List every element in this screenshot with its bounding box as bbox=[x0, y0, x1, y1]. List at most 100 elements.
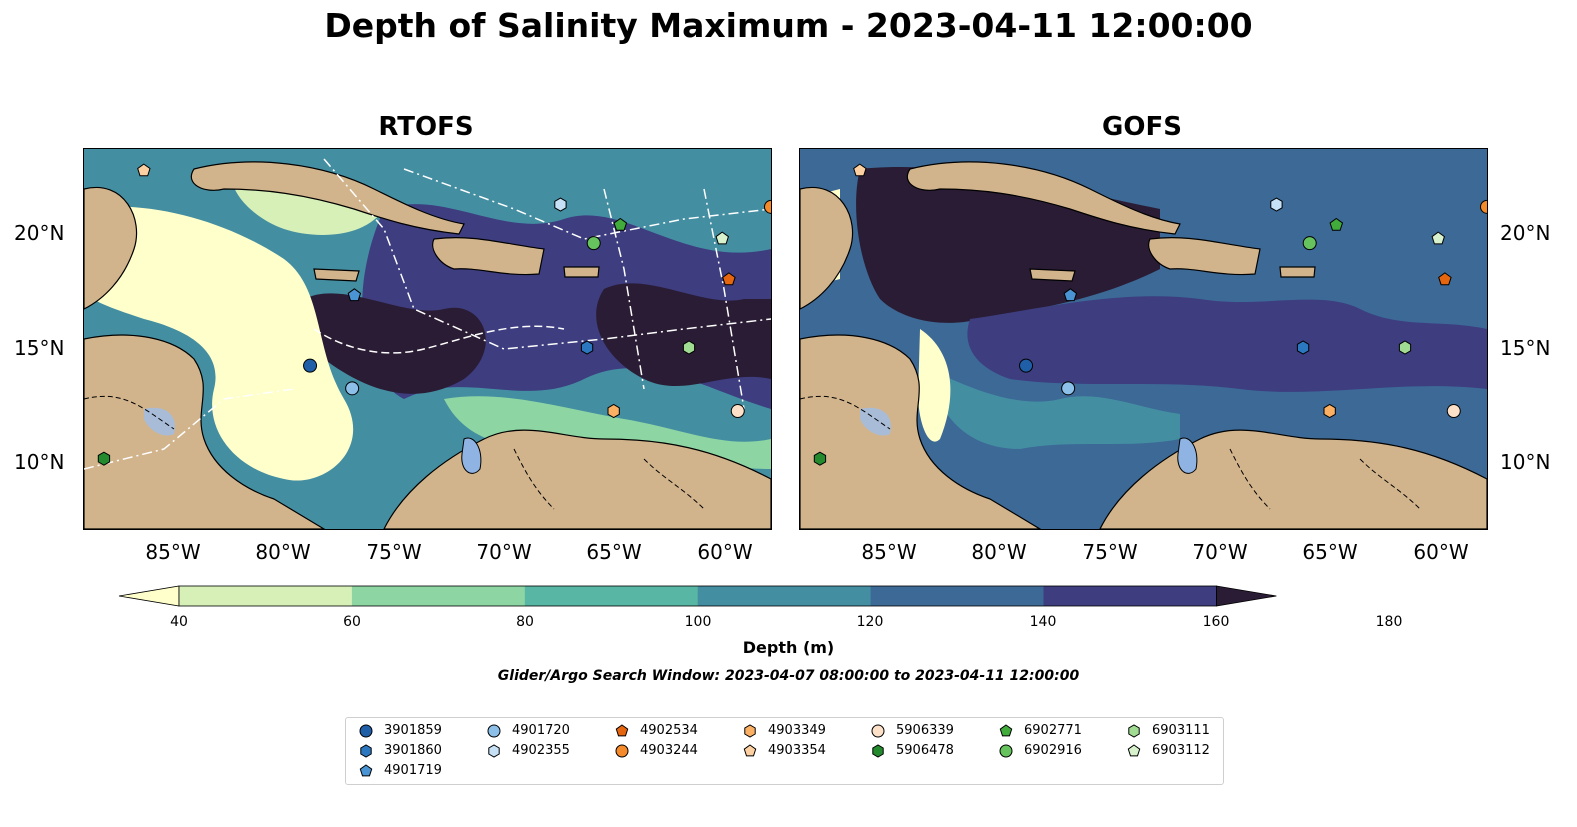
land-cuba bbox=[906, 161, 1181, 235]
float-marker-6903112 bbox=[715, 231, 729, 245]
float-marker-4902355 bbox=[1270, 197, 1283, 212]
track-line-6 bbox=[84, 388, 295, 470]
land-cuba bbox=[190, 161, 465, 235]
colorbar-segment bbox=[697, 586, 872, 606]
float-marker-4901720 bbox=[345, 381, 360, 396]
land-hispaniola bbox=[432, 237, 545, 276]
colorbar-tick-100: 100 bbox=[684, 614, 712, 630]
legend-marker-icon bbox=[615, 724, 629, 737]
lon-label-right-60w: 60°W bbox=[1413, 540, 1469, 564]
country-borders bbox=[800, 395, 1421, 510]
colorbar-tick-160: 160 bbox=[1202, 614, 1230, 630]
legend-marker-icon bbox=[487, 724, 501, 738]
search-window-note: Glider/Argo Search Window: 2023-04-07 08… bbox=[497, 668, 1080, 684]
legend-label: 6902771 bbox=[1024, 723, 1082, 738]
colorbar-tick-80: 80 bbox=[516, 614, 534, 630]
land-jamaica bbox=[313, 268, 360, 282]
country-borders bbox=[84, 395, 705, 510]
float-marker-4902355 bbox=[554, 197, 567, 212]
colorbar-segment bbox=[1043, 586, 1217, 606]
lon-label-left-65w: 65°W bbox=[586, 540, 642, 564]
colorbar-segment bbox=[524, 586, 699, 606]
float-marker-5906339 bbox=[1446, 404, 1461, 419]
float-marker-4903354 bbox=[853, 163, 867, 177]
legend-marker-icon bbox=[359, 764, 373, 777]
salinity-band-deepest bbox=[304, 293, 486, 394]
colorbar-frame bbox=[178, 585, 1217, 607]
salinity-band-shallow-nicaragua bbox=[918, 329, 951, 442]
land-central-america bbox=[800, 334, 1042, 529]
lake-maracaibo bbox=[1177, 437, 1198, 474]
colorbar-tick-120: 120 bbox=[856, 614, 884, 630]
legend-label: 4902534 bbox=[640, 723, 698, 738]
legend-label: 4902355 bbox=[512, 743, 570, 758]
lat-label-left-15n: 15°N bbox=[14, 336, 65, 360]
rtofs-float-markers bbox=[97, 163, 771, 466]
float-marker-4901719 bbox=[347, 288, 362, 302]
legend-marker-icon bbox=[1127, 744, 1141, 757]
lon-label-right-70w: 70°W bbox=[1192, 540, 1248, 564]
salinity-band-mid bbox=[930, 369, 1180, 449]
legend-marker-icon bbox=[359, 724, 373, 738]
legend-label: 4901719 bbox=[384, 763, 442, 778]
rtofs-map bbox=[83, 148, 772, 530]
float-marker-6902771 bbox=[1329, 217, 1344, 231]
lake-nicaragua bbox=[860, 407, 891, 436]
float-marker-3901860 bbox=[580, 340, 594, 355]
float-legend: 3901859 3901860 4901719 4901720 4902355 49025… bbox=[345, 717, 1224, 785]
float-marker-3901859 bbox=[1019, 358, 1034, 373]
gofs-float-markers bbox=[813, 163, 1487, 466]
land-yucatan bbox=[84, 186, 138, 310]
panel-title-gofs: GOFS bbox=[1102, 112, 1182, 142]
legend-marker-icon bbox=[615, 744, 629, 758]
legend-label: 6903112 bbox=[1152, 743, 1210, 758]
colorbar-segment bbox=[870, 586, 1044, 606]
float-marker-4901719 bbox=[1063, 288, 1078, 302]
legend-marker-icon bbox=[999, 744, 1013, 758]
lat-label-right-10n: 10°N bbox=[1500, 450, 1551, 474]
salinity-band-shallow bbox=[84, 206, 354, 481]
float-marker-4903244 bbox=[764, 199, 771, 214]
legend-label: 5906478 bbox=[896, 743, 954, 758]
land-yucatan bbox=[800, 186, 854, 310]
track-line-5 bbox=[703, 188, 745, 410]
land-hispaniola bbox=[1148, 237, 1261, 276]
float-marker-6903111 bbox=[1398, 340, 1412, 355]
lon-label-left-85w: 85°W bbox=[145, 540, 201, 564]
colorbar-extend-min bbox=[118, 585, 180, 607]
lon-label-right-80w: 80°W bbox=[971, 540, 1027, 564]
track-line-4 bbox=[603, 188, 645, 390]
colorbar-tick-60: 60 bbox=[343, 614, 361, 630]
legend-label: 3901859 bbox=[384, 723, 442, 738]
float-marker-4903349 bbox=[1323, 403, 1336, 419]
float-marker-4902534 bbox=[722, 272, 736, 286]
legend-label: 4903354 bbox=[768, 743, 826, 758]
legend-label: 6903111 bbox=[1152, 723, 1210, 738]
legend-marker-icon bbox=[872, 744, 884, 758]
float-marker-6902916 bbox=[586, 236, 601, 251]
lon-label-right-85w: 85°W bbox=[861, 540, 917, 564]
salinity-band-deep bbox=[967, 296, 1487, 392]
lon-label-left-60w: 60°W bbox=[697, 540, 753, 564]
lon-label-right-75w: 75°W bbox=[1082, 540, 1138, 564]
lat-label-left-20n: 20°N bbox=[14, 221, 65, 245]
float-marker-4903349 bbox=[607, 403, 620, 419]
land-central-america bbox=[84, 334, 326, 529]
lon-label-left-80w: 80°W bbox=[255, 540, 311, 564]
lake-nicaragua bbox=[144, 407, 175, 436]
panel-title-rtofs: RTOFS bbox=[378, 112, 474, 142]
lon-label-right-65w: 65°W bbox=[1302, 540, 1358, 564]
float-marker-6903112 bbox=[1431, 231, 1445, 245]
legend-marker-icon bbox=[1128, 724, 1140, 738]
colorbar-tick-140: 140 bbox=[1029, 614, 1057, 630]
lon-label-left-75w: 75°W bbox=[366, 540, 422, 564]
lat-label-right-15n: 15°N bbox=[1500, 336, 1551, 360]
colorbar-segment bbox=[351, 586, 526, 606]
legend-label: 4903244 bbox=[640, 743, 698, 758]
float-marker-3901859 bbox=[303, 358, 318, 373]
float-marker-5906478 bbox=[813, 451, 827, 466]
colorbar-tick-40: 40 bbox=[170, 614, 188, 630]
float-marker-6902916 bbox=[1302, 236, 1317, 251]
track-line-3 bbox=[313, 325, 565, 354]
float-marker-4902534 bbox=[1438, 272, 1452, 286]
